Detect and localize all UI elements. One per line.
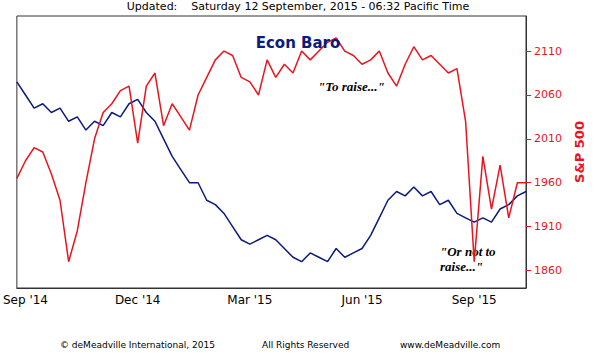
svg-text:Mar '15: Mar '15	[227, 293, 272, 307]
svg-text:Updated: Saturday 12 Septem: Updated: Saturday 12 September, 2015 - 0…	[127, 0, 470, 13]
svg-text:www.deMeadville.com: www.deMeadville.com	[400, 340, 500, 350]
svg-text:© deMeadville International, 2: © deMeadville International, 2015	[60, 340, 215, 350]
svg-text:Sep '14: Sep '14	[3, 293, 48, 307]
svg-text:raise...": raise..."	[440, 259, 483, 274]
svg-text:2060: 2060	[534, 88, 562, 101]
svg-text:All Rights Reserved: All Rights Reserved	[262, 340, 349, 350]
svg-text:2110: 2110	[534, 45, 562, 58]
svg-text:Jun '15: Jun '15	[340, 293, 382, 307]
svg-text:1860: 1860	[534, 264, 562, 277]
svg-text:Dec '14: Dec '14	[115, 293, 161, 307]
svg-text:"Or not to: "Or not to	[440, 244, 499, 259]
svg-text:1960: 1960	[534, 176, 562, 189]
svg-text:Econ Baro: Econ Baro	[256, 34, 341, 52]
svg-text:2010: 2010	[534, 132, 562, 145]
svg-text:"To raise...": "To raise..."	[318, 79, 385, 94]
svg-text:1910: 1910	[534, 220, 562, 233]
svg-text:Sep '15: Sep '15	[452, 293, 497, 307]
svg-text:S&P 500: S&P 500	[572, 121, 587, 183]
